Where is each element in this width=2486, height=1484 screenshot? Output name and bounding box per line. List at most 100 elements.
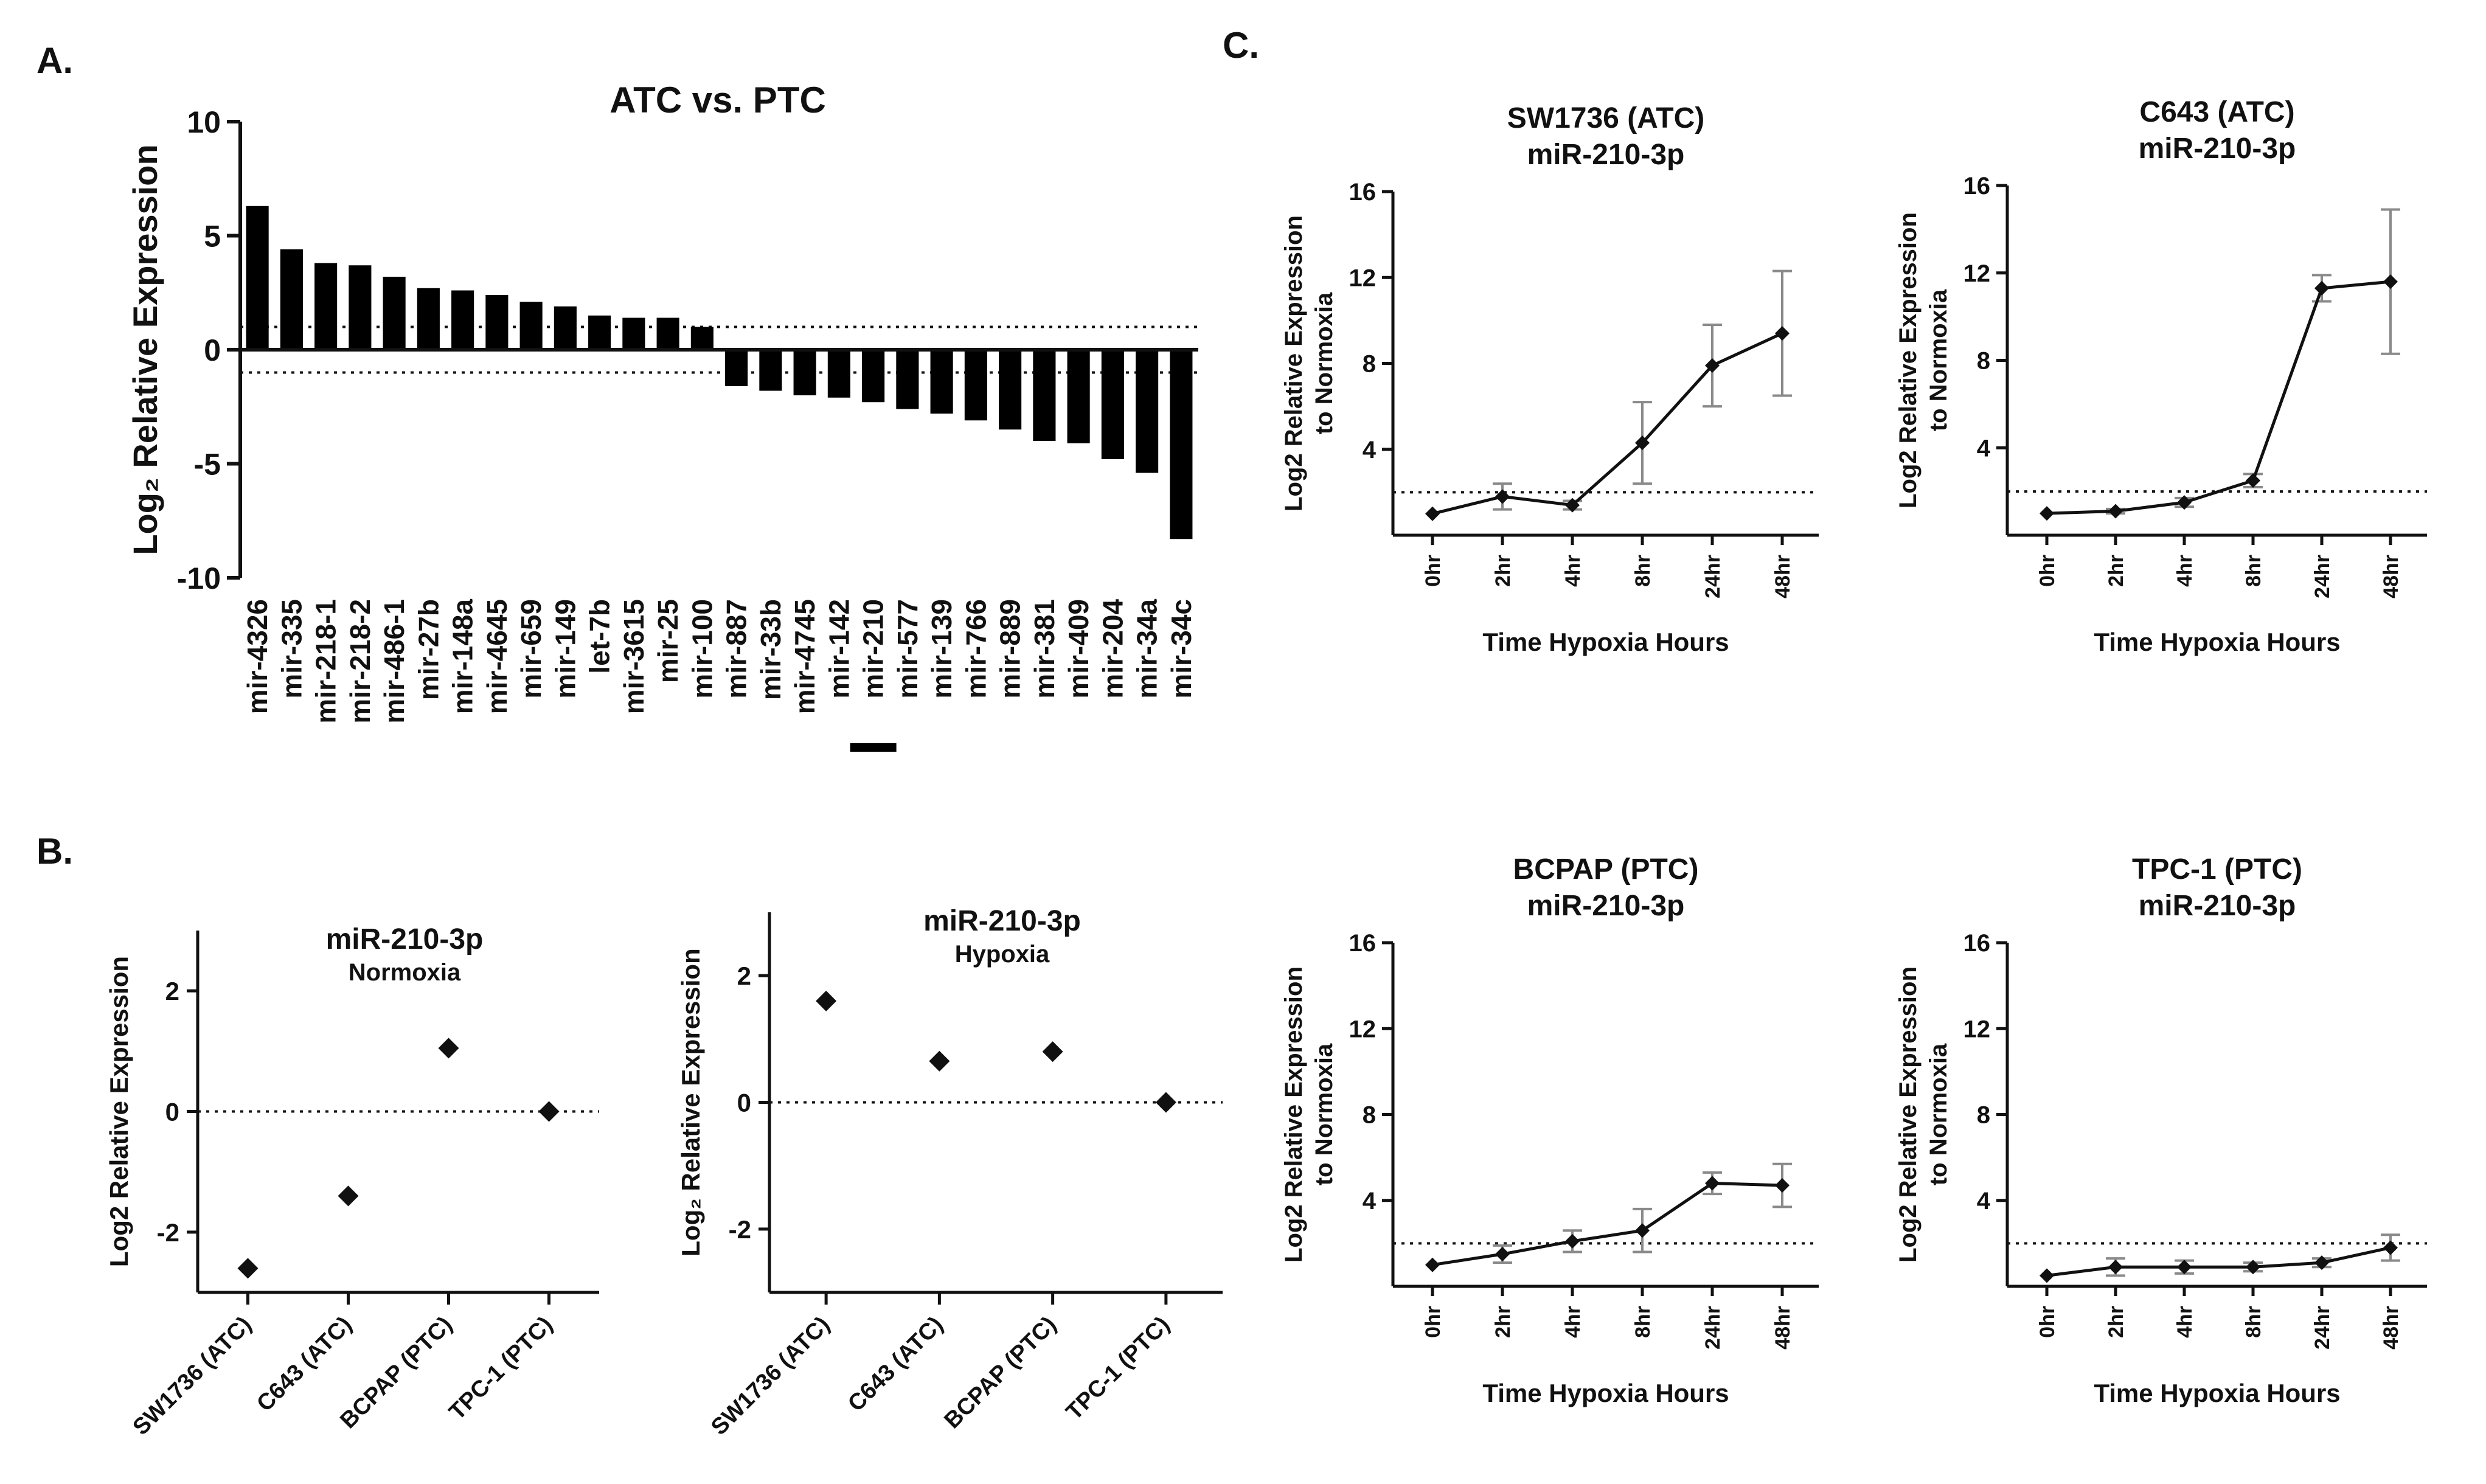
chart-c3-ylabel: Log2 Relative Expression bbox=[1280, 966, 1307, 1263]
panel-label-b: B. bbox=[36, 831, 73, 872]
chart-a-bar-mir-381 bbox=[1033, 350, 1056, 441]
chart-a-bar-mir-34c bbox=[1170, 350, 1193, 539]
chart-a-bar-mir-204 bbox=[1101, 350, 1124, 459]
chart-a-bar-mir-887 bbox=[725, 350, 748, 386]
chart-c1-title: SW1736 (ATC) bbox=[1507, 102, 1705, 134]
chart-c3-point-3 bbox=[1635, 1223, 1650, 1238]
chart-a-category-label-mir-659: mir-659 bbox=[515, 599, 547, 699]
chart-c4-point-3 bbox=[2246, 1260, 2260, 1275]
chart-c4-xtick-label-2: 4hr bbox=[2173, 1306, 2196, 1338]
chart-b2-title: miR-210-3p bbox=[923, 905, 1081, 937]
chart-c4-series-line bbox=[2046, 1246, 2391, 1277]
chart-c1-point-2 bbox=[1565, 498, 1580, 513]
chart-c3-xtick-label-0: 0hr bbox=[1422, 1306, 1445, 1338]
chart-a-category-label-mir-3615: mir-3615 bbox=[618, 599, 650, 714]
chart-a-bar-mir-409 bbox=[1067, 350, 1090, 443]
chart-a-category-label-mir-381: mir-381 bbox=[1029, 599, 1060, 699]
chart-a-bar-mir-148a bbox=[451, 290, 474, 350]
chart-c3-xlabel: Time Hypoxia Hours bbox=[1482, 1379, 1729, 1407]
chart-b2-ytick-label-1: 0 bbox=[737, 1089, 751, 1117]
chart-a-bar-mir-766 bbox=[964, 350, 987, 421]
chart-a-bar-mir-889 bbox=[999, 350, 1022, 430]
chart-c1-xtick-label-2: 4hr bbox=[1561, 555, 1585, 587]
chart-a-category-label-mir-4745: mir-4745 bbox=[789, 599, 821, 714]
chart-c4-xtick-label-4: 24hr bbox=[2311, 1306, 2334, 1350]
chart-a-bar-mir-335 bbox=[280, 249, 303, 350]
chart-c4-ytick-label-1: 8 bbox=[1977, 1102, 1990, 1129]
chart-c1-ytick-label-2: 12 bbox=[1349, 265, 1377, 291]
chart-c3-point-1 bbox=[1495, 1247, 1510, 1262]
chart-a-ytick-label-2: 0 bbox=[204, 333, 221, 367]
chart-c4-point-4 bbox=[2314, 1255, 2329, 1271]
chart-c2-ylabel: Log2 Relative Expression bbox=[1895, 212, 1922, 508]
chart-a-bar-mir-33b bbox=[759, 350, 782, 391]
chart-a-category-label-mir-889: mir-889 bbox=[995, 599, 1026, 699]
chart-c3-ytick-label-0: 4 bbox=[1363, 1188, 1377, 1215]
chart-a-bar-mir-218-1 bbox=[314, 263, 338, 350]
chart-c3-point-2 bbox=[1565, 1233, 1580, 1249]
chart-a-bar-mir-218-2 bbox=[349, 265, 372, 350]
chart-c2-ytick-label-2: 12 bbox=[1963, 260, 1991, 287]
chart-c2-ytick-label-0: 4 bbox=[1977, 435, 1991, 462]
chart-a-category-label-mir-148a: mir-148a bbox=[447, 599, 479, 715]
chart-a-category-label-mir-34a: mir-34a bbox=[1131, 599, 1163, 699]
chart-c1-xtick-label-5: 48hr bbox=[1771, 555, 1794, 598]
chart-b1-ytick-label-1: 0 bbox=[165, 1098, 179, 1126]
chart-a-bar-mir-4645 bbox=[485, 295, 509, 350]
chart-c2-xlabel: Time Hypoxia Hours bbox=[2094, 628, 2340, 656]
chart-c1-xtick-label-3: 8hr bbox=[1631, 555, 1654, 587]
chart-b1-ytick-label-0: -2 bbox=[157, 1218, 179, 1247]
chart-c2-point-1 bbox=[2108, 504, 2123, 519]
chart-a-bar-mir-149 bbox=[554, 306, 577, 350]
chart-a-bar-mir-659 bbox=[519, 302, 543, 350]
chart-a-category-label-let-7b: let-7b bbox=[584, 599, 616, 674]
chart-b1-point-1 bbox=[338, 1185, 359, 1207]
chart-c3-xtick-label-1: 2hr bbox=[1491, 1306, 1515, 1338]
chart-a-bar-mir-100 bbox=[690, 327, 714, 350]
chart-c4-point-5 bbox=[2383, 1240, 2398, 1255]
chart-b2-ytick-label-2: 2 bbox=[737, 962, 751, 990]
chart-c4-ytick-label-0: 4 bbox=[1977, 1188, 1991, 1215]
chart-c4-title: TPC-1 (PTC) bbox=[2132, 853, 2302, 886]
chart-a-category-label-mir-210: mir-210 bbox=[858, 599, 889, 699]
chart-a-category-label-mir-33b: mir-33b bbox=[755, 599, 786, 700]
chart-a-title: ATC vs. PTC bbox=[609, 80, 826, 120]
chart-c2-point-0 bbox=[2040, 506, 2054, 521]
chart-a-category-label-mir-887: mir-887 bbox=[721, 599, 752, 699]
chart-b1-ytick-label-2: 2 bbox=[165, 977, 179, 1005]
chart-b2-point-0 bbox=[816, 990, 837, 1011]
chart-b2-ytick-label-0: -2 bbox=[729, 1215, 751, 1244]
chart-c3-point-0 bbox=[1425, 1257, 1440, 1272]
chart-c2-ylabel-2: to Normoxia bbox=[1925, 289, 1952, 431]
chart-c2-xtick-label-0: 0hr bbox=[2036, 555, 2059, 587]
chart-b2-subtitle: Hypoxia bbox=[955, 941, 1050, 968]
panel-c-sw1736-chart: SW1736 (ATC) miR-210-3p 4 8 12 16 0hr 2hr 4hr 8hr… bbox=[1280, 102, 1819, 656]
panel-c-tpc1-chart: TPC-1 (PTC) miR-210-3p 4 8 12 16 0hr 2hr 4hr 8hr 2… bbox=[1895, 853, 2427, 1407]
chart-c1-xtick-label-0: 0hr bbox=[1422, 555, 1445, 587]
chart-c3-xtick-label-3: 8hr bbox=[1631, 1306, 1654, 1338]
chart-c1-ytick-label-0: 4 bbox=[1363, 437, 1377, 463]
chart-c4-ytick-label-2: 12 bbox=[1963, 1016, 1991, 1042]
chart-c2-point-2 bbox=[2177, 495, 2192, 510]
chart-c4-ylabel-2: to Normoxia bbox=[1925, 1043, 1952, 1185]
chart-a-category-label-mir-486-1: mir-486-1 bbox=[378, 599, 410, 724]
chart-a-ylabel: Log₂ Relative Expression bbox=[126, 144, 164, 555]
chart-a-category-label-mir-409: mir-409 bbox=[1063, 599, 1094, 699]
chart-c2-point-3 bbox=[2246, 473, 2260, 488]
chart-c4-point-0 bbox=[2040, 1268, 2054, 1283]
chart-c4-xtick-label-3: 8hr bbox=[2242, 1306, 2265, 1338]
chart-c1-point-4 bbox=[1705, 358, 1720, 373]
chart-c4-xlabel: Time Hypoxia Hours bbox=[2094, 1379, 2340, 1407]
chart-a-bar-mir-25 bbox=[656, 317, 679, 350]
chart-c4-ylabel: Log2 Relative Expression bbox=[1895, 966, 1922, 1263]
chart-c2-xtick-label-3: 8hr bbox=[2242, 555, 2265, 587]
chart-c4-xtick-label-5: 48hr bbox=[2380, 1306, 2403, 1350]
chart-a-category-label-mir-25: mir-25 bbox=[652, 599, 684, 683]
chart-a-bar-mir-4326 bbox=[246, 206, 269, 350]
chart-c3-point-4 bbox=[1705, 1176, 1720, 1191]
chart-b1-point-0 bbox=[237, 1258, 259, 1279]
chart-c2-subtitle: miR-210-3p bbox=[2139, 133, 2296, 165]
chart-c3-point-5 bbox=[1775, 1178, 1790, 1193]
